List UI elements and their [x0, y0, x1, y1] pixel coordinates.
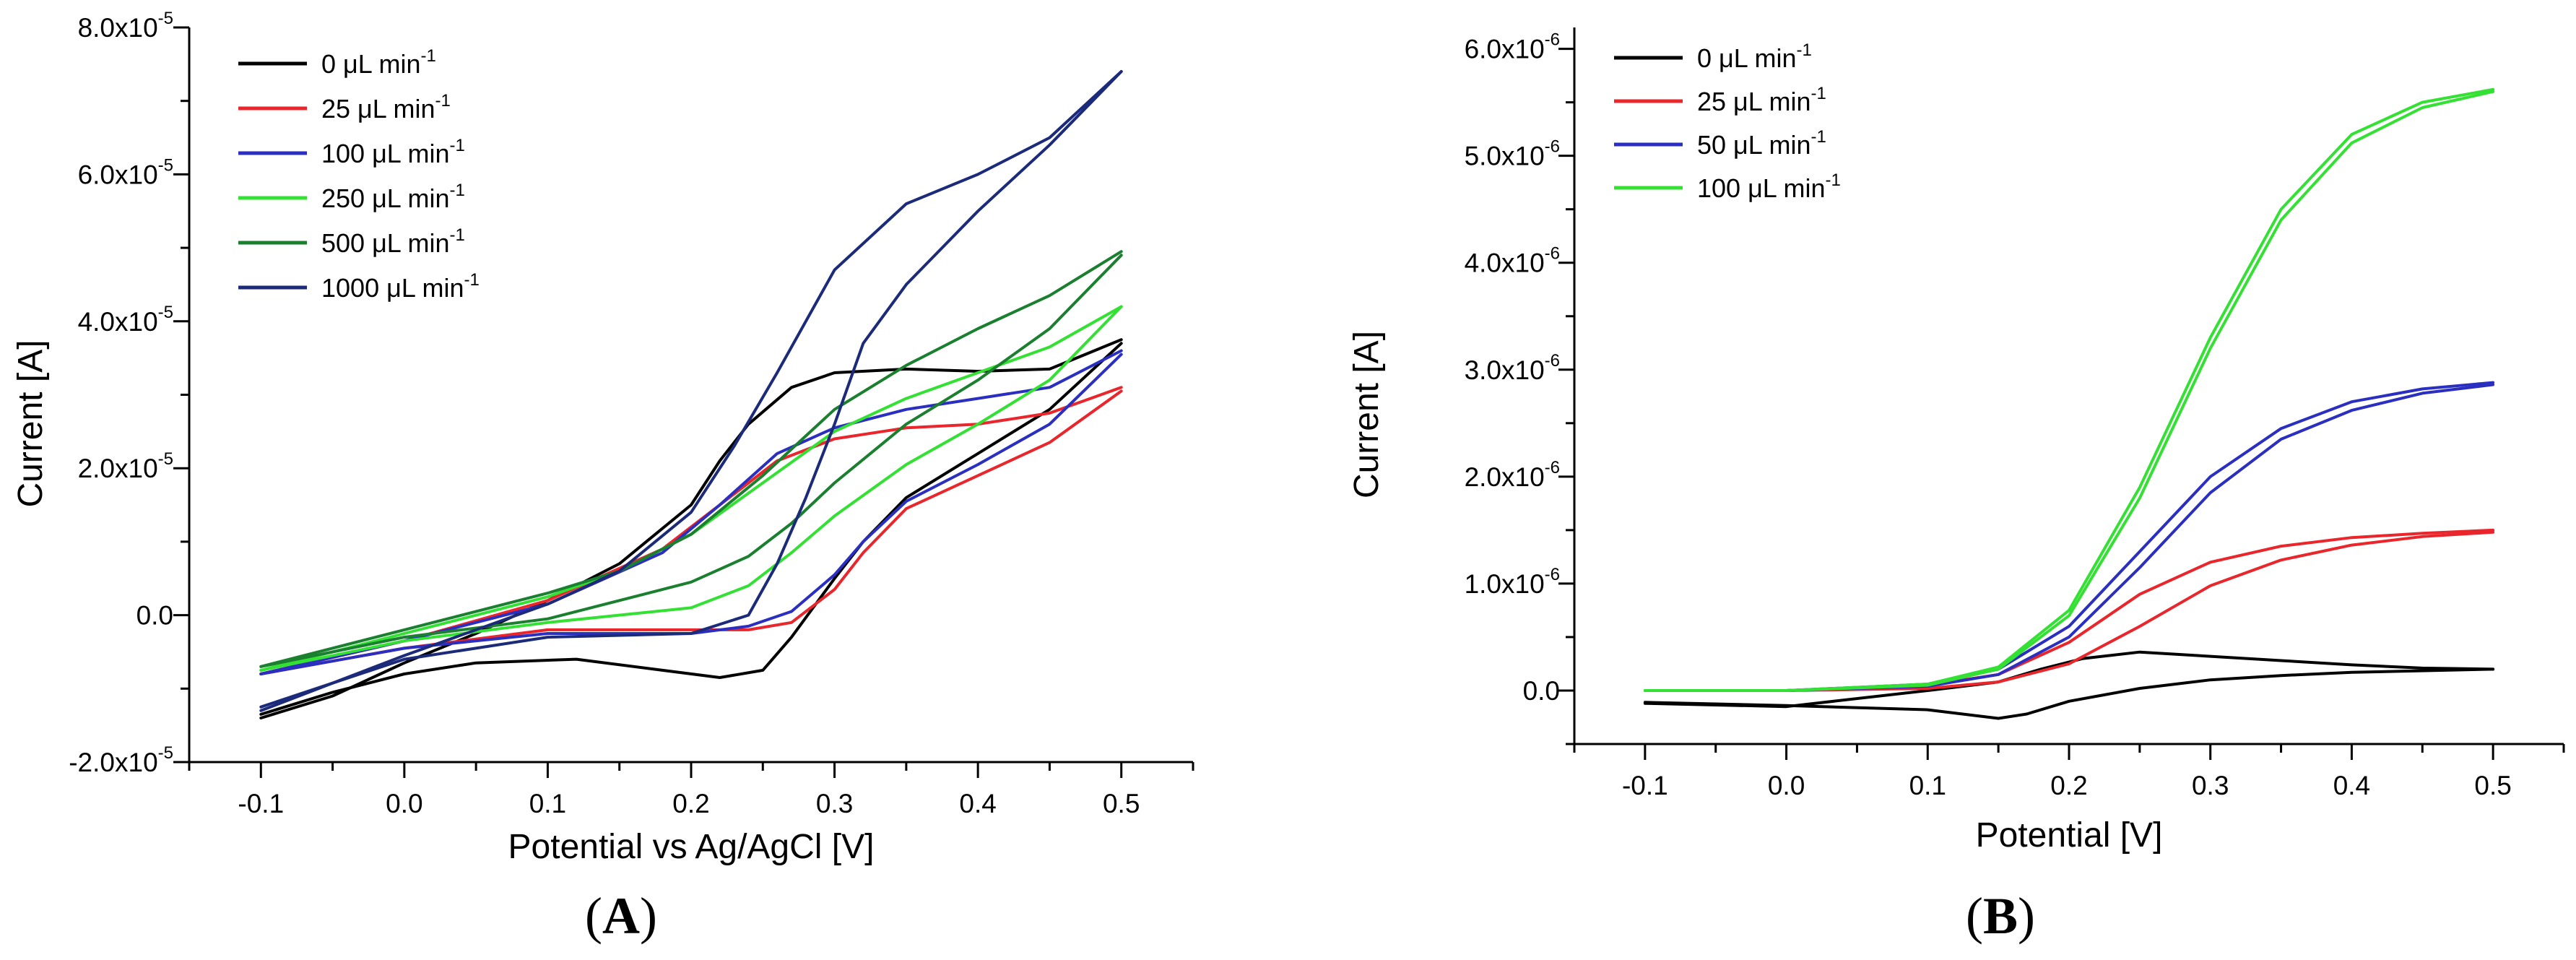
series-5-forward-line	[259, 70, 1123, 712]
series-3-forward-line	[259, 305, 1123, 672]
y-axis-title: Current [A]	[12, 340, 50, 507]
y-tick-label: 2.0x10-6	[1465, 458, 1560, 492]
y-tick-label: 1.0x10-6	[1465, 565, 1560, 599]
y-tick-label: 0.0	[1523, 676, 1560, 706]
series-0-reverse-line	[259, 342, 1123, 716]
series-3-reverse-line	[259, 305, 1123, 672]
panel-b-chart: -0.1 0.0 0.1 0.2 0.3 0.4 0.5 0.0 1.0x10-6 2.0x10-…	[1348, 27, 2565, 945]
y-tick-label: 0.0	[136, 601, 173, 631]
x-tick-label: 0.3	[816, 789, 853, 818]
legend-entry: 1000 μL min-1	[321, 270, 480, 303]
x-tick-label: 0.2	[672, 789, 709, 818]
y-tick-label: 5.0x10-6	[1465, 137, 1560, 171]
series-5-reverse-line	[259, 70, 1123, 709]
panel-a-chart: -0.1 0.0 0.1 0.2 0.3 0.4 0.5 -2.0x10-5 0.0 2.0x10…	[12, 9, 1194, 945]
series-3-reverse-line	[1643, 90, 2495, 692]
x-axis-title: Potential vs Ag/AgCl [V]	[508, 828, 875, 866]
legend-entry: 100 μL min-1	[321, 136, 465, 168]
y-tick-label: 6.0x10-6	[1465, 30, 1560, 64]
legend-entry: 0 μL min-1	[1697, 40, 1812, 73]
x-tick-label: 0.1	[529, 789, 566, 818]
series-4-reverse-line	[259, 254, 1123, 668]
x-tick-label: 0.5	[2474, 771, 2511, 800]
x-tick-label: 0.1	[1909, 771, 1946, 800]
legend-entry: 25 μL min-1	[321, 91, 451, 124]
series-0-reverse-line	[1643, 667, 2495, 720]
y-tick-label: 3.0x10-6	[1465, 351, 1560, 385]
x-axis-title: Potential [V]	[1976, 816, 2163, 855]
y-tick-label: 4.0x10-5	[78, 303, 173, 337]
legend-entry: 50 μL min-1	[1697, 127, 1826, 160]
y-tick-label: -2.0x10-5	[69, 743, 173, 777]
x-tick-label: -0.1	[238, 789, 284, 818]
x-tick-label: 0.2	[2050, 771, 2087, 800]
series-1-reverse-line	[1784, 530, 2495, 692]
panel-label: (A)	[585, 887, 657, 945]
y-tick-label: 8.0x10-5	[78, 9, 173, 43]
x-tick-label: 0.3	[2192, 771, 2229, 800]
x-tick-label: -0.1	[1622, 771, 1668, 800]
x-tick-label: 0.0	[386, 789, 422, 818]
y-tick-label: 4.0x10-6	[1465, 244, 1560, 278]
y-tick-label: 2.0x10-5	[78, 449, 173, 483]
series-2-reverse-line	[1784, 383, 2495, 692]
series-2-forward-line	[259, 349, 1123, 675]
y-tick-label: 6.0x10-5	[78, 155, 173, 189]
series-1-reverse-line	[259, 389, 1123, 675]
legend-entry: 250 μL min-1	[321, 181, 465, 213]
panel-label: (B)	[1966, 887, 2035, 945]
series-2-reverse-line	[259, 353, 1123, 675]
series-4-forward-line	[259, 250, 1123, 668]
legend-entry: 500 μL min-1	[321, 225, 465, 258]
x-tick-label: 0.5	[1103, 789, 1140, 818]
legend-entry: 25 μL min-1	[1697, 84, 1826, 116]
x-tick-label: 0.4	[2333, 771, 2370, 800]
legend-entry: 100 μL min-1	[1697, 170, 1841, 203]
y-axis-title: Current [A]	[1348, 331, 1386, 498]
series-0-forward-line	[1643, 650, 2495, 709]
x-tick-label: 0.0	[1768, 771, 1805, 800]
legend-entry: 0 μL min-1	[321, 46, 436, 79]
x-tick-label: 0.4	[959, 789, 996, 818]
series-0-forward-line	[259, 338, 1123, 719]
